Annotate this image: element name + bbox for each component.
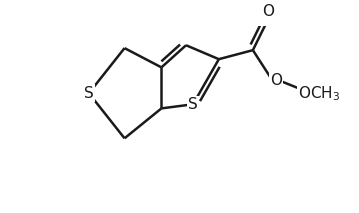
Text: S: S bbox=[84, 86, 94, 101]
Text: OCH$_3$: OCH$_3$ bbox=[298, 84, 340, 103]
Text: S: S bbox=[188, 97, 198, 112]
Text: O: O bbox=[262, 4, 274, 19]
Text: O: O bbox=[270, 73, 282, 88]
